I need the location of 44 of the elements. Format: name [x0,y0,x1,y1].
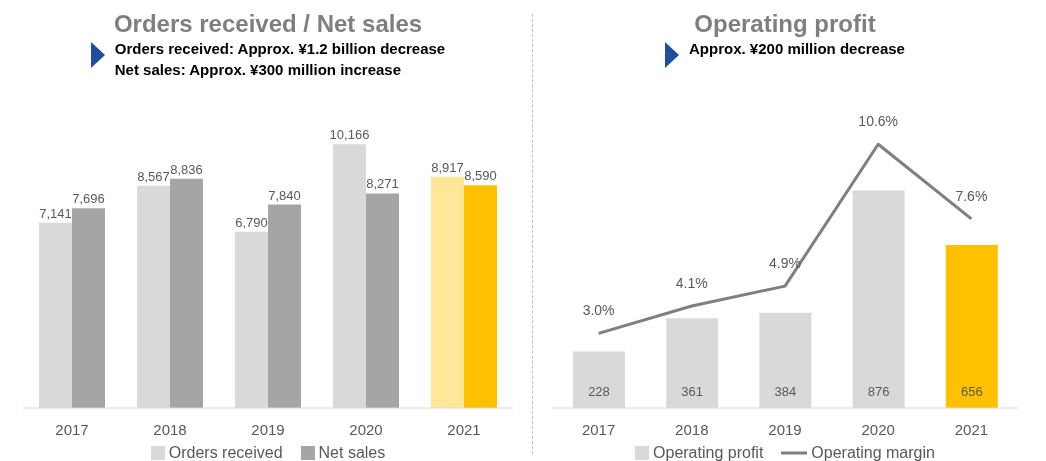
bar [170,178,203,408]
legend-label: Operating margin [811,444,935,461]
data-label: 3.0% [582,302,615,319]
x-tick-label: 2018 [675,420,709,438]
text: Orders received: Approx. ¥1.2 billion decrease Net sales: Approx. ¥300 million increase [114,39,446,80]
data-label: 656 [960,384,983,399]
x-tick-label: 2020 [861,420,895,438]
data-label: 10,166 [329,127,370,143]
data-label: 876 [867,384,890,399]
legend-label: Net sales [318,444,386,461]
x-tick-label: 2017 [581,420,616,438]
data-label: 8,567 [137,168,170,184]
x-tick-label: 2018 [153,420,187,438]
bar [72,208,105,408]
data-label: 7,696 [72,191,105,207]
chart-title: Orders received / Net sales [112,10,424,38]
x-tick-label: 2017 [55,420,89,438]
bar [268,204,301,408]
text: Approx. ¥200 million decrease [689,39,905,59]
data-label: 7,141 [39,205,72,221]
x-tick-label: 2019 [251,420,285,438]
x-tick-label: 2019 [768,420,802,438]
x-tick-label: 2021 [447,420,481,438]
x-tick-label: 2020 [349,420,383,438]
data-label: 4.1% [675,275,708,291]
data-label: 10.6% [858,113,899,130]
data-label: 6,790 [235,214,268,230]
data-label: 8,590 [464,168,497,184]
data-label: 361 [681,384,704,399]
data-label: 228 [588,384,610,399]
chart-title: Operating profit [693,10,877,38]
bar [431,176,464,408]
data-label: 8,836 [170,161,203,177]
data-label: 7,840 [268,187,301,203]
legend-label: Operating profit [653,444,764,461]
bar [945,245,998,408]
legend-label: Orders received [168,444,283,461]
bar [366,193,399,408]
bar [464,185,497,408]
data-label: 384 [774,384,797,399]
x-tick-label: 2021 [954,420,989,438]
data-label: 8,917 [431,159,464,175]
data-label: 7.6% [955,187,988,204]
data-label: 8,271 [366,176,399,192]
